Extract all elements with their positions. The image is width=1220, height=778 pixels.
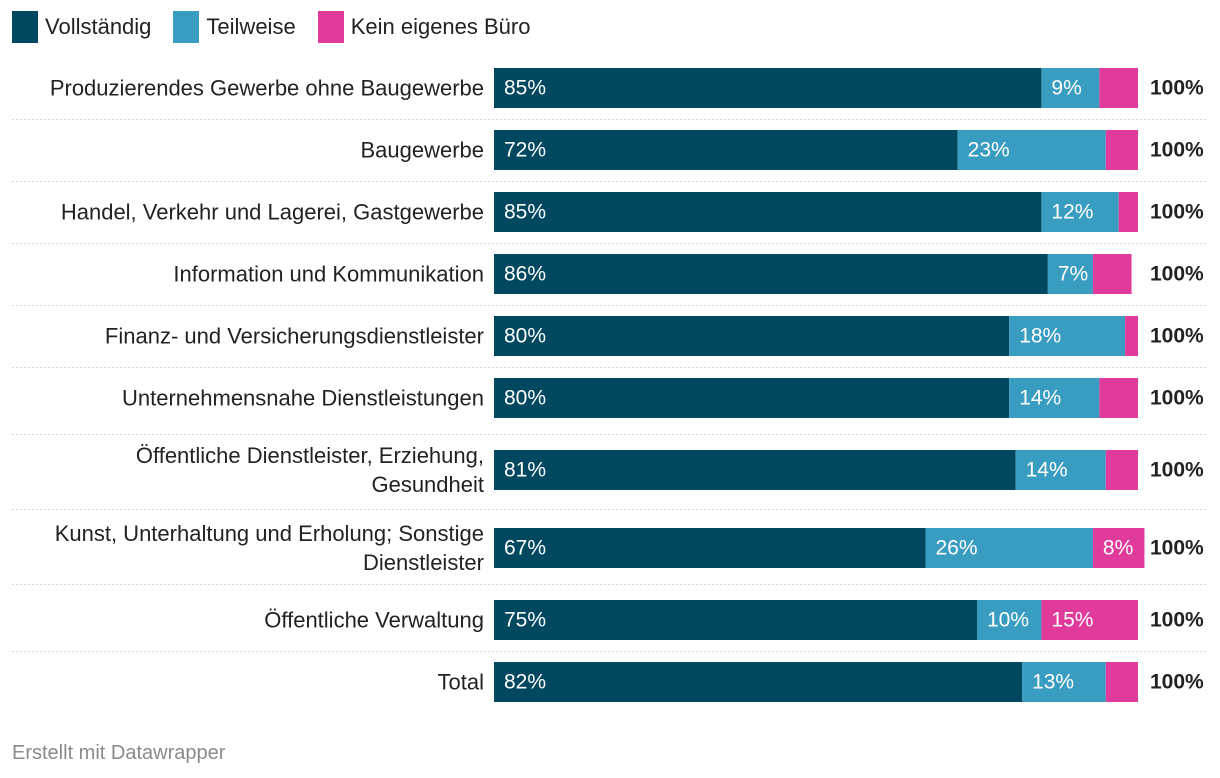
data-label: 15% xyxy=(1051,609,1093,632)
data-label: 7% xyxy=(1058,263,1088,286)
legend-item-teilweise: Teilweise xyxy=(173,11,296,43)
data-label: 80% xyxy=(504,325,546,348)
bar-segment-vollst-ndig xyxy=(494,450,1016,490)
bar-segment-vollst-ndig xyxy=(494,316,1010,356)
row-label: Öffentliche Verwaltung xyxy=(264,608,484,633)
data-label: 81% xyxy=(504,459,546,482)
bar-segment-vollst-ndig xyxy=(494,528,926,568)
total-label: 100% xyxy=(1150,609,1204,632)
row-label: Kunst, Unterhaltung und Erholung; Sonsti… xyxy=(55,521,484,546)
row-label: Produzierendes Gewerbe ohne Baugewerbe xyxy=(50,76,484,101)
row-label: Unternehmensnahe Dienstleistungen xyxy=(122,386,484,411)
bar-segment-teilweise xyxy=(1047,254,1093,294)
bar-segment-kein-eigenes-b-ro xyxy=(1041,600,1138,640)
row-label: Dienstleister xyxy=(363,550,484,575)
data-label: 67% xyxy=(504,537,546,560)
total-label: 100% xyxy=(1150,387,1204,410)
bar-segment-kein-eigenes-b-ro xyxy=(1118,192,1138,232)
bar-segment-teilweise xyxy=(957,130,1106,170)
row-label: Total xyxy=(438,670,484,695)
bar-segment-kein-eigenes-b-ro xyxy=(1105,450,1138,490)
bar-segment-kein-eigenes-b-ro xyxy=(1099,68,1138,108)
bar-segment-teilweise xyxy=(1015,450,1106,490)
bar-segment-vollst-ndig xyxy=(494,662,1023,702)
legend-swatch-kein-eigenes-buero xyxy=(317,11,344,43)
data-label: 72% xyxy=(504,139,546,162)
data-label: 13% xyxy=(1032,671,1074,694)
total-label: 100% xyxy=(1150,263,1204,286)
bar-segment-kein-eigenes-b-ro xyxy=(1105,662,1138,702)
row-label: Information und Kommunikation xyxy=(173,262,484,287)
bar-segment-kein-eigenes-b-ro xyxy=(1099,378,1138,418)
data-label: 14% xyxy=(1019,387,1061,410)
legend-swatch-teilweise xyxy=(173,11,200,43)
legend-label-kein-eigenes-buero: Kein eigenes Büro xyxy=(350,14,531,39)
total-label: 100% xyxy=(1150,139,1204,162)
bar-segment-teilweise xyxy=(1009,316,1126,356)
bar-segment-vollst-ndig xyxy=(494,192,1042,232)
bar-segment-teilweise xyxy=(977,600,1042,640)
legend-item-vollstaendig: Vollständig xyxy=(12,11,151,43)
row-label: Finanz- und Versicherungsdienstleister xyxy=(105,324,484,349)
data-label: 9% xyxy=(1051,77,1081,100)
bar-segment-kein-eigenes-b-ro xyxy=(1105,130,1138,170)
bar-segment-vollst-ndig xyxy=(494,254,1048,294)
data-label: 82% xyxy=(504,671,546,694)
data-label: 85% xyxy=(504,201,546,224)
row-label: Gesundheit xyxy=(371,472,484,497)
legend: Vollständig Teilweise Kein eigenes Büro xyxy=(12,10,552,44)
legend-label-vollstaendig: Vollständig xyxy=(45,14,152,39)
data-label: 80% xyxy=(504,387,546,410)
bar-segment-teilweise xyxy=(925,528,1093,568)
data-label: 10% xyxy=(987,609,1029,632)
bar-segment-kein-eigenes-b-ro xyxy=(1092,528,1145,568)
total-label: 100% xyxy=(1150,459,1204,482)
bar-segment-kein-eigenes-b-ro xyxy=(1125,316,1138,356)
data-label: 75% xyxy=(504,609,546,632)
data-label: 8% xyxy=(1103,537,1133,560)
bar-segment-teilweise xyxy=(1041,68,1100,108)
bar-segment-teilweise xyxy=(1041,192,1119,232)
legend-swatch-vollstaendig xyxy=(12,11,38,43)
data-label: 23% xyxy=(968,139,1010,162)
bar-segment-vollst-ndig xyxy=(494,130,958,170)
bar-segment-vollst-ndig xyxy=(494,600,977,640)
legend-item-kein-eigenes-buero: Kein eigenes Büro xyxy=(317,11,531,43)
data-label: 85% xyxy=(504,77,546,100)
bar-segment-teilweise xyxy=(1022,662,1106,702)
total-label: 100% xyxy=(1150,325,1204,348)
row-label: Öffentliche Dienstleister, Erziehung, xyxy=(136,443,484,468)
bar-segment-vollst-ndig xyxy=(494,68,1042,108)
legend-label-teilweise: Teilweise xyxy=(206,14,296,39)
row-label: Handel, Verkehr und Lagerei, Gastgewerbe xyxy=(61,200,484,225)
total-label: 100% xyxy=(1150,537,1204,560)
total-label: 100% xyxy=(1150,201,1204,224)
total-label: 100% xyxy=(1150,671,1204,694)
bar-segment-vollst-ndig xyxy=(494,378,1010,418)
data-label: 86% xyxy=(504,263,546,286)
data-label: 14% xyxy=(1026,459,1068,482)
data-label: 26% xyxy=(935,537,977,560)
row-label: Baugewerbe xyxy=(360,138,484,163)
bar-segment-kein-eigenes-b-ro xyxy=(1092,254,1132,294)
footer-credit: Erstellt mit Datawrapper xyxy=(12,742,226,764)
total-label: 100% xyxy=(1150,77,1204,100)
bar-segment-teilweise xyxy=(1009,378,1100,418)
data-label: 18% xyxy=(1019,325,1061,348)
data-label: 12% xyxy=(1051,201,1093,224)
